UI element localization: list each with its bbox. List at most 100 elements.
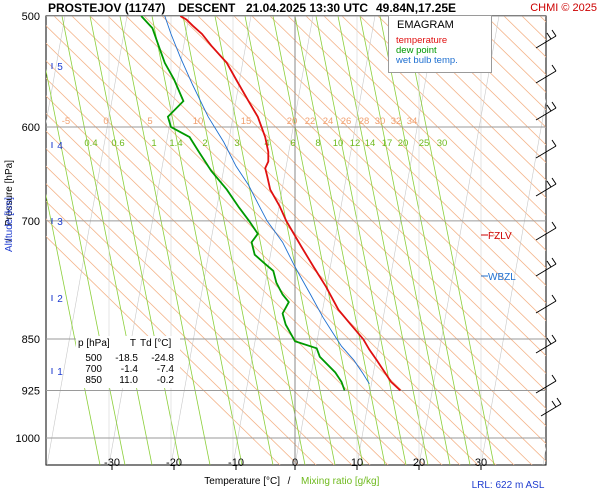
series-wet-bulb-temp-line <box>164 16 370 385</box>
wind-barb-icon <box>535 374 557 394</box>
legend-title: EMAGRAM <box>397 19 454 31</box>
mixing-ratio-label: 30 <box>437 138 448 149</box>
dry-adiabat-line <box>467 16 546 93</box>
y-tick-label: 1000 <box>16 433 40 445</box>
mixing-ratio-label: 6 <box>290 138 295 149</box>
mixing-ratio-label: 25 <box>419 138 430 149</box>
altitude-tick-label: 3 <box>57 217 63 228</box>
dry-adiabat-label: 20 <box>287 116 298 127</box>
dry-adiabat-line <box>377 16 546 181</box>
wind-barb-icon <box>535 334 557 354</box>
dry-adiabat-line <box>287 16 546 269</box>
wind-barb-icon <box>535 257 557 277</box>
table-header-temperature: T <box>129 338 136 349</box>
wind-barb-icon <box>535 221 557 241</box>
altitude-tick-label: 4 <box>57 141 63 152</box>
dry-adiabat-label: -5 <box>62 116 70 127</box>
dry-adiabat-label: 10 <box>193 116 204 127</box>
dry-adiabat-line <box>233 16 546 322</box>
y-axis-label-sep: / <box>4 238 15 241</box>
dry-adiabat-label: 15 <box>241 116 252 127</box>
mixing-ratio-label: 12 <box>350 138 361 149</box>
header-station: PROSTEJOV (11747) <box>48 1 165 15</box>
legend-item-wet-bulb: wet bulb temp. <box>396 55 458 66</box>
y-axis-label-altitude: Altitude [km] <box>4 197 15 252</box>
y-tick-label: 500 <box>22 11 40 23</box>
dry-adiabat-line <box>431 16 546 128</box>
dry-adiabat-line <box>323 16 546 234</box>
summary-table: p [hPa] T Td [°C] 500 -18.5 -24.8 700 -1… <box>76 336 180 388</box>
y-tick-label: 850 <box>22 334 40 346</box>
mixing-ratio-label: 17 <box>382 138 393 149</box>
mixing-ratio-label: 3 <box>234 138 239 149</box>
legend: EMAGRAM temperature dew point wet bulb t… <box>388 15 492 73</box>
mixing-ratio-label: 10 <box>333 138 344 149</box>
altitude-tick-label: 5 <box>57 62 63 73</box>
dry-adiabat-line <box>215 16 546 339</box>
dry-adiabat-line <box>179 16 546 374</box>
fzlv-label: FZLV <box>488 231 512 242</box>
dry-adiabat-line <box>539 16 546 23</box>
mixing-ratio-label: 8 <box>315 138 320 149</box>
altitude-tick-label: 1 <box>57 367 63 378</box>
table-header-pressure: p [hPa] <box>78 338 110 349</box>
dry-adiabat-label: 26 <box>341 116 352 127</box>
dry-adiabat-line <box>359 16 546 199</box>
dry-adiabat-label: 24 <box>323 116 334 127</box>
isotherm-line <box>542 446 546 465</box>
dry-adiabat-label: 5 <box>147 116 152 127</box>
wind-barb-icon <box>535 177 557 197</box>
dry-adiabat-label: 0 <box>103 116 108 127</box>
x-tick-label: 0 <box>292 457 298 469</box>
x-tick-label: 20 <box>413 457 425 469</box>
dry-adiabat-line <box>305 16 546 251</box>
x-axis-label-mixing: Mixing ratio [g/kg] <box>301 476 380 487</box>
header-mode: DESCENT <box>178 1 236 15</box>
dry-adiabat-line <box>251 16 546 304</box>
dry-adiabat-label: 28 <box>359 116 370 127</box>
lrl-label: LRL: 622 m ASL <box>472 480 545 491</box>
dry-adiabat-label: 22 <box>305 116 316 127</box>
dry-adiabat-line <box>449 16 546 111</box>
x-tick-label: 10 <box>351 457 363 469</box>
y-tick-label: 700 <box>22 216 40 228</box>
altitude-tick-label: 2 <box>57 294 63 305</box>
dry-adiabat-line <box>197 16 546 357</box>
legend-item-dew-point: dew point <box>396 45 437 56</box>
table-row: -1.4 <box>120 364 138 375</box>
mixing-ratio-label: 0.6 <box>111 138 124 149</box>
dry-adiabat-label: 34 <box>407 116 418 127</box>
x-tick-label: -20 <box>166 457 182 469</box>
x-tick-label: -10 <box>228 457 244 469</box>
series-dew-pointline <box>140 16 346 391</box>
table-row: 500 <box>85 353 102 364</box>
table-row: -0.2 <box>156 375 174 386</box>
dry-adiabat-line <box>269 16 546 286</box>
wbzl-marker: WBZL <box>481 272 516 283</box>
x-axis-label-sep: / <box>288 476 291 487</box>
legend-item-temperature: temperature <box>396 35 448 46</box>
y-tick-label: 925 <box>22 386 40 398</box>
dry-adiabat-label: 30 <box>375 116 386 127</box>
table-row: 11.0 <box>119 375 138 386</box>
series-temperatureline <box>179 16 402 392</box>
table-row: 700 <box>85 364 102 375</box>
copyright: CHMI © 2025 <box>530 2 597 14</box>
mixing-ratio-label: 1.4 <box>169 138 182 149</box>
dry-adiabat-line <box>413 16 546 146</box>
x-axis-label-temperature: Temperature [°C] <box>204 476 280 487</box>
mixing-ratio-label: 2 <box>202 138 207 149</box>
mixing-ratio-label: 0.4 <box>84 138 97 149</box>
table-row: -7.4 <box>156 364 174 375</box>
table-header-dewpoint: Td [°C] <box>140 338 172 349</box>
fzlv-marker: FZLV <box>481 231 512 242</box>
wind-barb-icon <box>535 294 557 314</box>
dry-adiabat-label: 32 <box>391 116 402 127</box>
wbzl-label: WBZL <box>488 272 516 283</box>
wind-barb-icon <box>535 139 557 159</box>
wind-barb-icon <box>535 29 557 49</box>
header-coords: 49.84N,17.25E <box>376 1 456 15</box>
dry-adiabat-line <box>395 16 546 163</box>
mixing-ratio-label: 14 <box>365 138 376 149</box>
